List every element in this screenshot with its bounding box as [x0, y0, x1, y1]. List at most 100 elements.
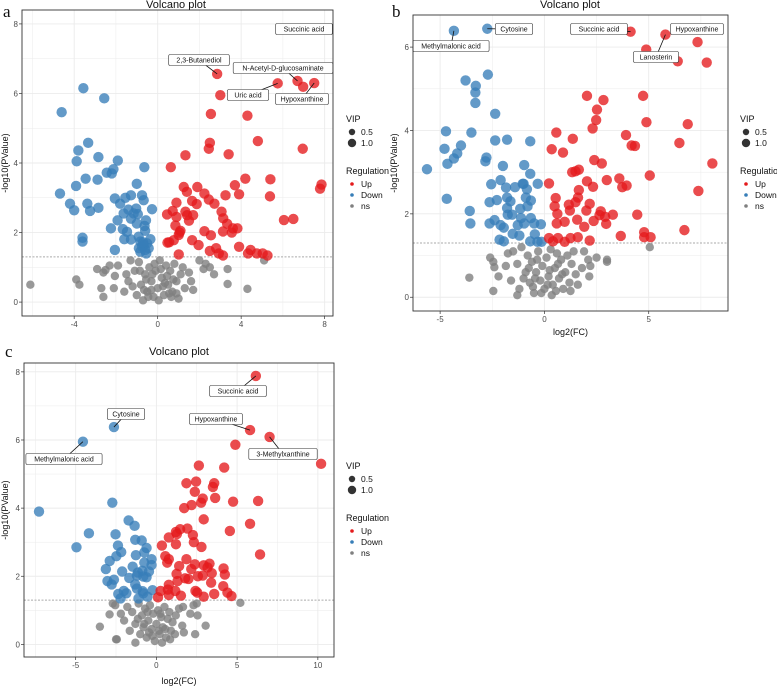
data-point-up — [206, 567, 217, 579]
data-point-up — [567, 133, 578, 145]
data-point-up — [161, 209, 173, 220]
legend-size-title: VIP — [346, 461, 361, 471]
panel-letter: c — [5, 342, 13, 361]
y-axis-label: -log10(PValue) — [0, 480, 10, 539]
data-point-up — [546, 144, 557, 155]
x-tick-label: -5 — [437, 315, 445, 324]
data-point-up — [207, 481, 219, 493]
legend-color-label: Up — [361, 179, 372, 189]
data-point-ns — [156, 264, 166, 274]
data-point-ns — [538, 261, 547, 271]
data-point-down — [104, 555, 115, 567]
data-point-ns — [602, 257, 612, 267]
data-point-down — [100, 563, 112, 575]
data-point-up — [203, 143, 215, 154]
y-tick-label: 4 — [16, 504, 21, 513]
annotation-label: 2,3-Butanediol — [176, 58, 222, 65]
data-point-ns — [193, 611, 202, 620]
data-point-up — [254, 549, 266, 560]
chart-title: Volcano plot — [149, 346, 209, 358]
data-point-down — [466, 127, 477, 138]
data-point-up — [572, 232, 584, 243]
data-point-ns — [170, 629, 180, 639]
data-point-down — [107, 497, 118, 508]
data-point-ns — [111, 601, 120, 610]
data-point-ns — [195, 256, 204, 265]
data-point-ns — [140, 619, 149, 629]
data-point-up — [220, 190, 231, 201]
data-point-up — [551, 127, 562, 138]
data-point-ns — [552, 249, 562, 258]
data-point-ns — [465, 273, 474, 282]
data-point-ns — [131, 638, 140, 647]
data-point-ns — [585, 272, 594, 281]
legend-color-key-down — [744, 193, 748, 197]
legend-color-key-down — [350, 193, 354, 197]
data-point-ns — [113, 261, 123, 270]
legend-color-key-up — [350, 182, 354, 186]
series-ns — [95, 598, 245, 647]
data-point-up — [314, 183, 326, 194]
series-down — [421, 23, 547, 247]
data-point-ns — [523, 251, 532, 260]
data-point-down — [498, 222, 509, 233]
data-point-ns — [97, 283, 106, 293]
plot-border — [23, 362, 335, 658]
legend-size-label: 0.5 — [755, 127, 767, 137]
data-point-up — [278, 214, 290, 226]
data-point-ns — [557, 270, 567, 279]
legend-size-key — [742, 128, 750, 136]
data-point-up — [183, 573, 194, 585]
data-point-up — [701, 57, 712, 68]
data-point-down — [106, 168, 117, 179]
y-tick-label: 4 — [14, 159, 19, 168]
data-point-ns — [120, 287, 129, 296]
data-point-down — [484, 196, 495, 208]
data-point-down — [125, 234, 137, 245]
data-point-ns — [157, 638, 167, 647]
data-point-down — [525, 168, 536, 180]
data-point-up — [590, 114, 602, 126]
annotation-box — [227, 89, 269, 101]
plot-border — [412, 14, 729, 312]
data-point-up — [596, 158, 607, 169]
data-point-up — [564, 205, 576, 216]
legend-size-key — [348, 475, 356, 483]
data-point-ns — [577, 263, 587, 273]
data-point-up — [614, 173, 625, 184]
data-point-up — [242, 248, 254, 259]
data-point-up — [682, 119, 693, 130]
data-point-ns — [119, 616, 129, 625]
data-point-up — [637, 90, 649, 102]
data-point-down — [82, 137, 94, 149]
data-point-up — [215, 89, 226, 101]
data-point-ns — [201, 621, 210, 630]
data-point-up — [211, 68, 223, 80]
data-point-ns — [162, 271, 172, 281]
y-tick-label: 6 — [14, 89, 19, 98]
data-point-up — [591, 104, 603, 115]
annotation-label: Lanosterin — [640, 55, 673, 62]
data-point-down — [498, 236, 509, 247]
data-point-up — [262, 250, 273, 261]
series-up — [161, 68, 327, 261]
data-point-down — [141, 572, 152, 583]
data-point-down — [455, 140, 467, 151]
data-point-ns — [178, 263, 187, 272]
data-point-ns — [533, 247, 543, 256]
legend-color-label: Down — [755, 190, 777, 200]
data-point-down — [114, 198, 126, 209]
legend-color-title: Regulation — [740, 166, 777, 176]
data-point-up — [196, 541, 207, 553]
data-point-down — [421, 164, 433, 175]
data-point-ns — [148, 270, 157, 279]
legend-color-key-up — [350, 529, 354, 533]
data-point-ns — [537, 288, 546, 298]
data-point-up — [252, 495, 264, 507]
data-point-up — [183, 215, 195, 226]
annotation-label: Succinic acid — [579, 27, 620, 34]
data-point-up — [573, 164, 585, 175]
data-point-up — [629, 140, 641, 152]
